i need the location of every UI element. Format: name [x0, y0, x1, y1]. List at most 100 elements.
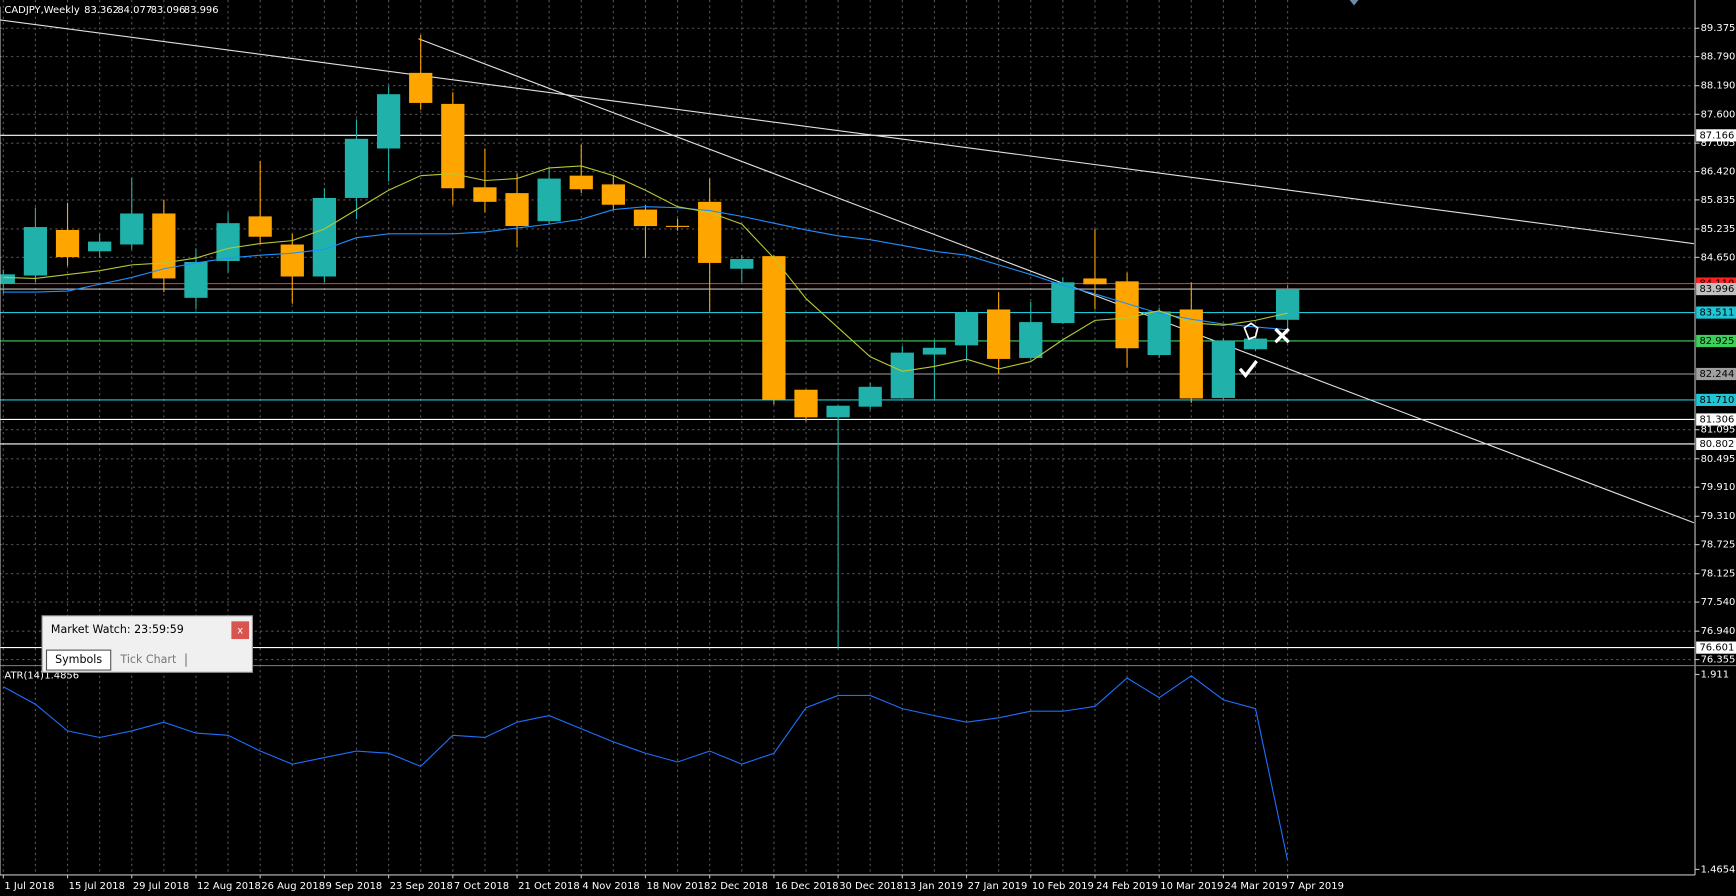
y-tick-label: 87.005	[1701, 138, 1736, 149]
candle-body	[954, 312, 979, 346]
candle-body	[762, 256, 786, 400]
y-tick-label: 88.790	[1701, 52, 1736, 63]
market-watch: Market Watch: 23:59:59 x Symbols Tick Ch…	[41, 615, 253, 673]
y-tick-label: 89.375	[1701, 23, 1736, 34]
candle-body	[344, 138, 369, 198]
header-open: 83.362	[84, 5, 119, 16]
candle-body	[1243, 338, 1268, 350]
header-high: 84.077	[117, 5, 152, 16]
hand-icon	[1243, 322, 1259, 340]
atr-title: ATR(14)	[4, 671, 44, 682]
candle-body	[987, 309, 1011, 359]
candle-body	[120, 213, 144, 245]
x-tick-label: 24 Mar 2019	[1225, 881, 1288, 892]
tab-label[interactable]: Symbols	[55, 653, 102, 666]
y-tick-label: 77.540	[1701, 597, 1736, 608]
candle-body	[473, 187, 497, 202]
y-tick-label: 81.095	[1701, 425, 1736, 436]
level-label-box	[1696, 129, 1736, 142]
market-watch-title: Market Watch: 23:59:59	[51, 623, 184, 636]
level-label-box	[1696, 641, 1736, 654]
tab-label[interactable]: Tick Chart	[119, 653, 177, 666]
candle-body	[922, 347, 947, 355]
x-tick-label: 27 Jan 2019	[968, 881, 1028, 892]
candle-body	[730, 259, 754, 269]
candle-body	[890, 352, 914, 399]
candle-body	[0, 274, 15, 285]
x-tick-label: 26 Aug 2018	[261, 881, 325, 892]
candle-body	[698, 201, 722, 263]
x-tick-label: 1 Jul 2018	[4, 881, 54, 892]
x-icon	[1274, 327, 1290, 344]
trendline	[418, 38, 1695, 524]
x-tick-label: 18 Nov 2018	[647, 881, 711, 892]
candle-body	[1051, 282, 1075, 324]
x-tick-label: 10 Feb 2019	[1032, 881, 1094, 892]
atr-line	[3, 675, 1289, 861]
candle-body	[312, 197, 337, 277]
y-tick-label: 86.420	[1701, 167, 1736, 178]
marks-layer	[0, 35, 1300, 648]
y-tick-label: 79.310	[1701, 511, 1736, 522]
level-label: 83.511	[1699, 308, 1734, 319]
candle-body	[665, 225, 690, 227]
candle-body	[216, 223, 240, 261]
level-label-box	[1696, 334, 1736, 348]
candle-body	[569, 175, 593, 190]
trendline	[0, 19, 1695, 245]
candle-body	[505, 193, 529, 227]
level-label: 83.996	[1699, 284, 1734, 295]
x-tick-label: 12 Aug 2018	[197, 881, 261, 892]
x-tick-label: 29 Jul 2018	[133, 881, 189, 892]
close-button[interactable]	[231, 621, 250, 640]
y-tick-label: 76.355	[1701, 655, 1736, 666]
candle-body	[184, 261, 208, 298]
candle-body	[601, 184, 625, 205]
level-label: 80.802	[1699, 439, 1734, 450]
candle-body	[376, 94, 401, 149]
x-tick-label: 2 Dec 2018	[711, 881, 768, 892]
level-label-box	[1696, 367, 1736, 381]
x-tick-label: 13 Jan 2019	[903, 881, 963, 892]
moving-average	[3, 165, 1288, 372]
candle-body	[1083, 278, 1107, 285]
shift-marker	[1349, 0, 1359, 6]
y-tick-label: 84.650	[1701, 252, 1736, 263]
header-close: 83.996	[184, 5, 219, 16]
candle-body	[1275, 289, 1300, 320]
moving-average	[3, 206, 1288, 331]
levels-layer	[0, 134, 1696, 649]
x-tick-label: 10 Mar 2019	[1160, 881, 1223, 892]
y-tick-label: 85.235	[1701, 224, 1736, 235]
chart-title: CADJPY,Weekly	[4, 5, 79, 16]
candle-body	[537, 178, 561, 222]
header-low: 83.096	[151, 5, 186, 16]
y-tick-label: 76.940	[1701, 626, 1736, 637]
y-tick-label: 79.910	[1701, 482, 1736, 493]
atr-value: 1.4856	[44, 671, 79, 682]
level-label-box	[1696, 413, 1736, 426]
trendlines	[0, 19, 1695, 524]
candle-body	[1147, 311, 1171, 356]
y-tick-label: 78.725	[1701, 540, 1736, 551]
y-tick-label: 88.190	[1701, 81, 1736, 92]
level-label: 81.306	[1699, 414, 1734, 425]
x-tick-label: 7 Apr 2019	[1289, 881, 1344, 892]
x-tick-label: 24 Feb 2019	[1096, 881, 1158, 892]
x-tick-label: 7 Oct 2018	[454, 881, 509, 892]
atr-tick-label: 1.911	[1701, 669, 1729, 680]
x-tick-label: 30 Dec 2018	[839, 881, 903, 892]
trade-icons	[1238, 0, 1359, 379]
check-icon	[1238, 360, 1258, 379]
level-label-box	[1696, 306, 1736, 319]
candle-body	[441, 103, 465, 189]
level-label: 81.710	[1699, 395, 1734, 406]
tab-active[interactable]	[45, 649, 112, 671]
level-label-box	[1696, 282, 1736, 296]
atr-tick-label: 1.4654	[1701, 864, 1736, 875]
y-tick-label: 85.835	[1701, 195, 1736, 206]
candle-body	[633, 209, 658, 227]
close-label[interactable]: x	[237, 626, 243, 637]
